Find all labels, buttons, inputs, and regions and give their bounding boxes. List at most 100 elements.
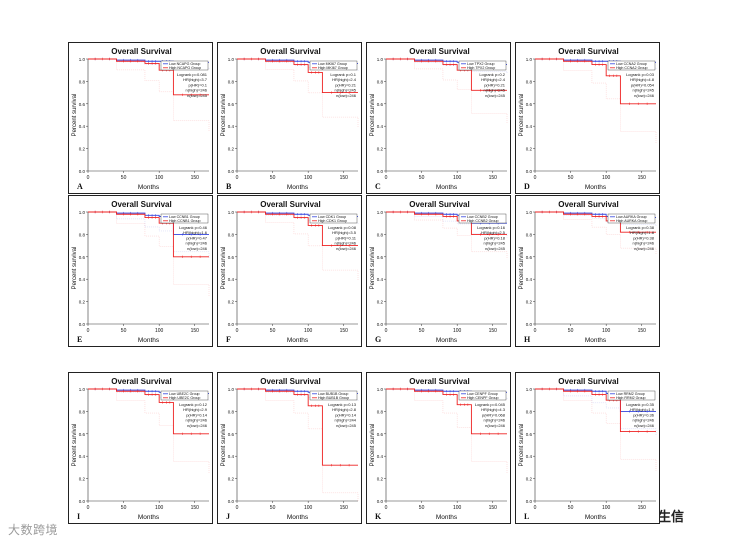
x-tick-label: 100 (155, 328, 164, 334)
y-axis-label: Percent survival (519, 424, 525, 467)
stat-label: n(high)=246 (633, 241, 655, 246)
y-tick-label: 0.6 (377, 432, 384, 437)
y-tick-label: 0.4 (228, 454, 235, 459)
chart-title: Overall Survival (409, 47, 469, 56)
stat-label: Logrank p=0.38 (626, 225, 655, 230)
y-tick-label: 0.4 (526, 277, 533, 282)
y-tick-label: 1.0 (377, 210, 384, 215)
stat-label: Logrank p=0.08 (328, 225, 357, 230)
stat-label: HR(high)=1.8 (630, 230, 655, 235)
y-tick-label: 0.8 (228, 409, 235, 414)
legend-box (458, 213, 507, 224)
y-tick-label: 0.2 (79, 147, 86, 152)
y-tick-label: 0.0 (526, 169, 533, 174)
y-tick-label: 0.8 (79, 232, 86, 237)
chart-title: Overall Survival (260, 47, 320, 56)
y-tick-label: 0.2 (79, 300, 86, 305)
stat-label: n(high)=244 (335, 418, 357, 423)
y-tick-label: 0.2 (377, 300, 384, 305)
y-tick-label: 0.6 (79, 432, 86, 437)
stat-label: n(low)=246 (187, 246, 208, 251)
y-tick-label: 0.6 (526, 255, 533, 260)
stat-label: p(HR)=0.14 (335, 412, 357, 417)
stat-label: Logrank p=0.045 (475, 402, 506, 407)
stat-label: n(high)=246 (186, 88, 208, 93)
ci-line (535, 211, 657, 255)
y-tick-label: 0.0 (228, 322, 235, 327)
x-axis-label: Months (287, 514, 309, 521)
stat-label: Logrank p=0.13 (328, 402, 357, 407)
stat-label: p(HR)=0.068 (482, 412, 506, 417)
chart-title: Overall Survival (260, 200, 320, 209)
legend-entry: High UBE2C Group (169, 396, 200, 400)
stat-label: HR(high)=4.8 (630, 77, 655, 82)
legend-entry: Low CCNB1 Group (169, 215, 200, 219)
y-tick-label: 0.8 (526, 79, 533, 84)
km-plot: Overall Survival 0.0 0.2 0.4 0.6 0.8 1.0 0 50 100… (72, 200, 210, 344)
panel-letter: J (226, 512, 230, 521)
y-tick-label: 1.0 (228, 387, 235, 392)
y-tick-label: 0.6 (228, 255, 235, 260)
x-tick-label: 100 (304, 328, 313, 334)
x-tick-label: 100 (304, 175, 313, 181)
x-tick-label: 150 (340, 328, 349, 334)
km-plot: Overall Survival 0.0 0.2 0.4 0.6 0.8 1.0 0 50 100… (519, 377, 657, 521)
stat-label: n(low)=245 (336, 423, 357, 428)
chart-title: Overall Survival (558, 47, 618, 56)
legend-entry: Low BUB1B Group (318, 392, 348, 396)
panel-letter: H (524, 335, 531, 344)
stat-label: n(high)=246 (186, 418, 208, 423)
panel-letter: L (524, 512, 529, 521)
legend-box (160, 213, 209, 224)
legend-entry: High MKI67 Group (318, 66, 348, 70)
stat-label: n(high)=245 (484, 241, 506, 246)
x-tick-label: 100 (304, 505, 313, 511)
x-tick-label: 150 (638, 328, 647, 334)
stat-label: HR(high)=2.4 (481, 77, 506, 82)
legend-entry: High CCNA2 Group (616, 66, 648, 70)
x-tick-label: 0 (236, 175, 239, 181)
legend-entry: Low CDK1 Group (318, 215, 346, 219)
y-tick-label: 1.0 (377, 57, 384, 62)
y-tick-label: 0.0 (228, 499, 235, 504)
km-panel-l: Overall Survival 0.0 0.2 0.4 0.6 0.8 1.0 0 50 100… (515, 372, 660, 524)
y-tick-label: 0.4 (79, 124, 86, 129)
x-tick-label: 0 (87, 175, 90, 181)
x-tick-label: 0 (385, 328, 388, 334)
legend-entry: Low TPX2 Group (467, 62, 495, 66)
y-tick-label: 0.6 (526, 102, 533, 107)
x-tick-label: 0 (236, 505, 239, 511)
stat-label: HR(high)=3.5 (332, 230, 357, 235)
panel-letter: C (375, 182, 381, 191)
y-tick-label: 0.6 (228, 102, 235, 107)
x-tick-label: 0 (385, 505, 388, 511)
x-tick-label: 100 (453, 505, 462, 511)
x-axis-label: Months (138, 514, 160, 521)
km-plot: Overall Survival 0.0 0.2 0.4 0.6 0.8 1.0 0 50 100… (519, 47, 657, 191)
y-tick-label: 1.0 (377, 387, 384, 392)
ci-line (237, 388, 359, 501)
km-panel-e: Overall Survival 0.0 0.2 0.4 0.6 0.8 1.0 0 50 100… (68, 195, 213, 347)
y-tick-label: 0.8 (79, 79, 86, 84)
chart-title: Overall Survival (260, 377, 320, 386)
x-tick-label: 50 (568, 328, 574, 334)
panel-letter: B (226, 182, 232, 191)
stat-label: n(low)=246 (485, 423, 506, 428)
x-tick-label: 0 (534, 505, 537, 511)
legend-box (309, 213, 358, 224)
y-axis-label: Percent survival (370, 424, 376, 467)
y-tick-label: 0.4 (79, 277, 86, 282)
stat-label: p(HR)=0.38 (633, 235, 655, 240)
y-tick-label: 0.2 (377, 477, 384, 482)
y-axis-label: Percent survival (370, 247, 376, 290)
stat-label: p(HR)=0.054 (631, 82, 655, 87)
y-tick-label: 0.4 (377, 124, 384, 129)
legend-box (458, 390, 507, 401)
y-tick-label: 1.0 (526, 387, 533, 392)
x-tick-label: 50 (270, 505, 276, 511)
y-tick-label: 0.4 (526, 124, 533, 129)
y-axis-label: Percent survival (370, 94, 376, 137)
chart-title: Overall Survival (111, 200, 171, 209)
ci-line (386, 58, 508, 124)
legend-box (458, 60, 507, 71)
